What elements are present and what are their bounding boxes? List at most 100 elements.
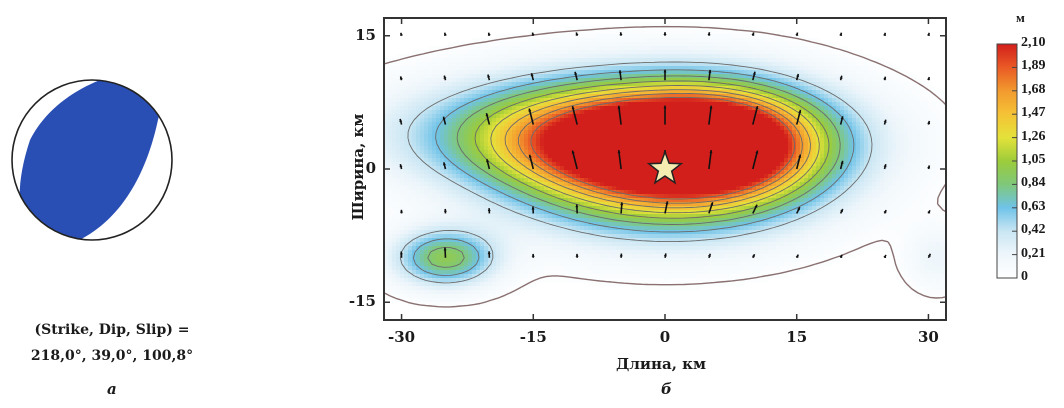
heat-cell bbox=[500, 126, 505, 131]
heat-cell bbox=[432, 298, 437, 303]
heat-cell bbox=[588, 50, 593, 55]
heat-cell bbox=[584, 202, 589, 207]
heat-cell bbox=[428, 274, 433, 279]
heat-cell bbox=[444, 126, 449, 131]
heat-cell bbox=[392, 258, 397, 263]
heat-cell bbox=[392, 118, 397, 123]
heat-cell bbox=[508, 278, 513, 283]
heat-cell bbox=[684, 86, 689, 91]
heat-cell bbox=[588, 214, 593, 219]
heat-cell bbox=[632, 158, 637, 163]
heat-cell bbox=[660, 134, 665, 139]
heat-cell bbox=[680, 230, 685, 235]
heat-cell bbox=[468, 166, 473, 171]
heat-cell bbox=[556, 86, 561, 91]
heat-cell bbox=[516, 94, 521, 99]
heat-cell bbox=[684, 66, 689, 71]
heat-cell bbox=[596, 186, 601, 191]
heat-cell bbox=[512, 38, 517, 43]
heat-cell bbox=[616, 142, 621, 147]
heat-cell bbox=[400, 70, 405, 75]
heat-cell bbox=[652, 102, 657, 107]
heat-cell bbox=[528, 222, 533, 227]
heat-cell bbox=[552, 146, 557, 151]
heat-cell bbox=[624, 198, 629, 203]
heat-cell bbox=[476, 226, 481, 231]
heat-cell bbox=[628, 190, 633, 195]
heat-cell bbox=[524, 134, 529, 139]
heat-cell bbox=[556, 126, 561, 131]
heat-cell bbox=[536, 186, 541, 191]
heat-cell bbox=[604, 266, 609, 271]
heat-cell bbox=[452, 50, 457, 55]
heat-cell bbox=[508, 274, 513, 279]
heat-cell bbox=[524, 142, 529, 147]
heat-cell bbox=[556, 178, 561, 183]
heat-cell bbox=[452, 222, 457, 227]
heat-cell bbox=[624, 170, 629, 175]
heat-cell bbox=[512, 214, 517, 219]
heat-cell bbox=[572, 30, 577, 35]
heat-cell bbox=[452, 206, 457, 211]
heat-cell bbox=[556, 258, 561, 263]
heat-cell bbox=[472, 266, 477, 271]
heat-cell bbox=[644, 114, 649, 119]
heat-cell bbox=[488, 90, 493, 95]
heat-cell bbox=[436, 226, 441, 231]
heat-cell bbox=[612, 114, 617, 119]
heat-cell bbox=[548, 166, 553, 171]
heat-cell bbox=[440, 250, 445, 255]
beachball-outline bbox=[11, 79, 173, 241]
heat-cell bbox=[396, 238, 401, 243]
heat-cell bbox=[524, 198, 529, 203]
heat-cell bbox=[544, 194, 549, 199]
heat-cell bbox=[544, 210, 549, 215]
heat-cell bbox=[436, 142, 441, 147]
heat-cell bbox=[656, 106, 661, 111]
heat-cell bbox=[676, 82, 681, 87]
heat-cell bbox=[608, 150, 613, 155]
heat-cell bbox=[436, 202, 441, 207]
heat-cell bbox=[408, 86, 413, 91]
heat-cell bbox=[428, 170, 433, 175]
heat-cell bbox=[500, 290, 505, 295]
heat-cell bbox=[552, 142, 557, 147]
heat-cell bbox=[604, 154, 609, 159]
heat-cell bbox=[660, 58, 665, 63]
heat-cell bbox=[636, 218, 641, 223]
heat-cell bbox=[680, 186, 685, 191]
heat-cell bbox=[488, 154, 493, 159]
heat-cell bbox=[572, 234, 577, 239]
heat-cell bbox=[608, 206, 613, 211]
heat-cell bbox=[480, 294, 485, 299]
heat-cell bbox=[600, 62, 605, 67]
heat-cell bbox=[636, 146, 641, 151]
heat-cell bbox=[676, 58, 681, 63]
heat-cell bbox=[484, 198, 489, 203]
heat-cell bbox=[580, 154, 585, 159]
heat-cell bbox=[460, 262, 465, 267]
heat-cell bbox=[400, 294, 405, 299]
heat-cell bbox=[464, 46, 469, 51]
heat-cell bbox=[440, 270, 445, 275]
heat-cell bbox=[664, 114, 669, 119]
heat-cell bbox=[564, 230, 569, 235]
heat-cell bbox=[636, 206, 641, 211]
heat-cell bbox=[624, 74, 629, 79]
heat-cell bbox=[444, 98, 449, 103]
heat-cell bbox=[676, 218, 681, 223]
heat-cell bbox=[504, 210, 509, 215]
heat-cell bbox=[416, 154, 421, 159]
heat-cell bbox=[500, 42, 505, 47]
heat-cell bbox=[396, 290, 401, 295]
heat-cell bbox=[628, 86, 633, 91]
heat-cell bbox=[668, 110, 673, 115]
heat-cell bbox=[588, 270, 593, 275]
heat-cell bbox=[604, 170, 609, 175]
heat-cell bbox=[576, 110, 581, 115]
heat-cell bbox=[388, 66, 393, 71]
heat-cell bbox=[456, 258, 461, 263]
heat-cell bbox=[652, 118, 657, 123]
heat-cell bbox=[460, 46, 465, 51]
heat-cell bbox=[440, 162, 445, 167]
